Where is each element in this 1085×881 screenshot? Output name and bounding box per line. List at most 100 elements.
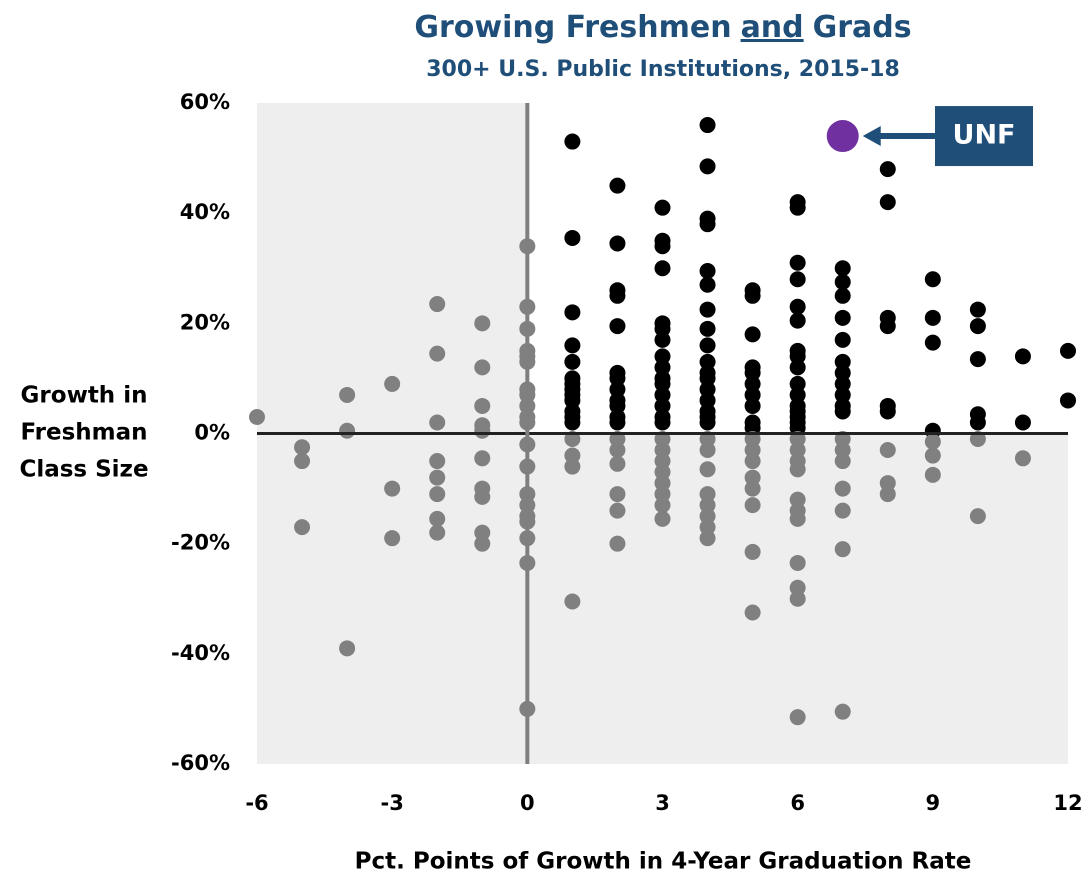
point	[789, 254, 806, 271]
point	[924, 447, 941, 464]
point	[789, 442, 806, 459]
point	[699, 337, 716, 354]
point	[474, 450, 491, 467]
point	[834, 375, 851, 392]
x-axis-label: Pct. Points of Growth in 4-Year Graduati…	[355, 849, 972, 875]
x-tick-label: -3	[381, 791, 404, 815]
chart-title: Growing Freshmen and Grads	[414, 10, 911, 45]
point	[609, 414, 626, 431]
point	[654, 348, 671, 365]
point	[924, 334, 941, 351]
point	[789, 312, 806, 329]
point	[744, 480, 761, 497]
point	[564, 304, 581, 321]
y-tick-label: -20%	[171, 531, 230, 555]
point	[654, 199, 671, 216]
point	[834, 364, 851, 381]
point	[654, 414, 671, 431]
x-tick-label: 0	[520, 791, 535, 815]
x-tick-label: -6	[245, 791, 268, 815]
point	[699, 461, 716, 478]
point	[384, 375, 401, 392]
point	[744, 431, 761, 448]
point	[609, 397, 626, 414]
point	[744, 469, 761, 486]
point	[699, 216, 716, 233]
x-tick-label: 12	[1053, 791, 1082, 815]
point	[474, 359, 491, 376]
point	[789, 375, 806, 392]
point	[654, 238, 671, 255]
point	[744, 364, 761, 381]
point	[969, 431, 986, 448]
point	[1060, 392, 1076, 409]
x-tick-label: 9	[926, 791, 941, 815]
y-axis-label: Freshman	[20, 420, 147, 446]
point	[474, 397, 491, 414]
point	[699, 276, 716, 293]
x-tick-label: 6	[790, 791, 805, 815]
point	[789, 348, 806, 365]
point	[654, 475, 671, 492]
point	[1014, 348, 1031, 365]
point	[654, 320, 671, 337]
point	[834, 480, 851, 497]
y-tick-label: 60%	[180, 90, 230, 114]
point	[339, 386, 356, 403]
point	[789, 431, 806, 448]
point	[609, 442, 626, 459]
point	[564, 458, 581, 475]
point	[699, 320, 716, 337]
y-axis-label: Class Size	[19, 457, 148, 483]
y-tick-label: 40%	[180, 200, 230, 224]
point	[384, 530, 401, 547]
point	[924, 271, 941, 288]
point	[1014, 414, 1031, 431]
point	[699, 117, 716, 134]
annotation-arrowhead	[862, 126, 881, 147]
title-part: Growing Freshmen	[414, 10, 731, 45]
point	[879, 403, 896, 420]
point	[789, 359, 806, 376]
point	[654, 375, 671, 392]
point	[969, 318, 986, 335]
point	[429, 453, 446, 470]
point	[654, 386, 671, 403]
point	[879, 318, 896, 335]
point	[789, 419, 806, 436]
point	[699, 530, 716, 547]
point	[879, 442, 896, 459]
highlight-point	[826, 120, 859, 153]
point	[744, 453, 761, 470]
point	[744, 326, 761, 343]
point	[609, 455, 626, 472]
point	[474, 315, 491, 332]
point	[834, 353, 851, 370]
point	[834, 260, 851, 277]
y-tick-label: 20%	[180, 310, 230, 334]
point	[429, 414, 446, 431]
point	[609, 486, 626, 503]
point	[294, 439, 311, 456]
point	[699, 381, 716, 398]
y-tick-label: 0%	[194, 421, 230, 445]
point	[744, 543, 761, 560]
point	[969, 508, 986, 525]
point	[564, 133, 581, 150]
point	[429, 524, 446, 541]
point	[654, 453, 671, 470]
y-tick-label: -40%	[171, 641, 230, 665]
point	[834, 502, 851, 519]
point	[564, 593, 581, 610]
point	[294, 519, 311, 536]
point	[429, 510, 446, 527]
point	[789, 554, 806, 571]
point	[699, 508, 716, 525]
point	[969, 414, 986, 431]
point	[474, 535, 491, 552]
point	[834, 703, 851, 720]
point	[294, 453, 311, 470]
point	[789, 590, 806, 607]
point	[699, 392, 716, 409]
